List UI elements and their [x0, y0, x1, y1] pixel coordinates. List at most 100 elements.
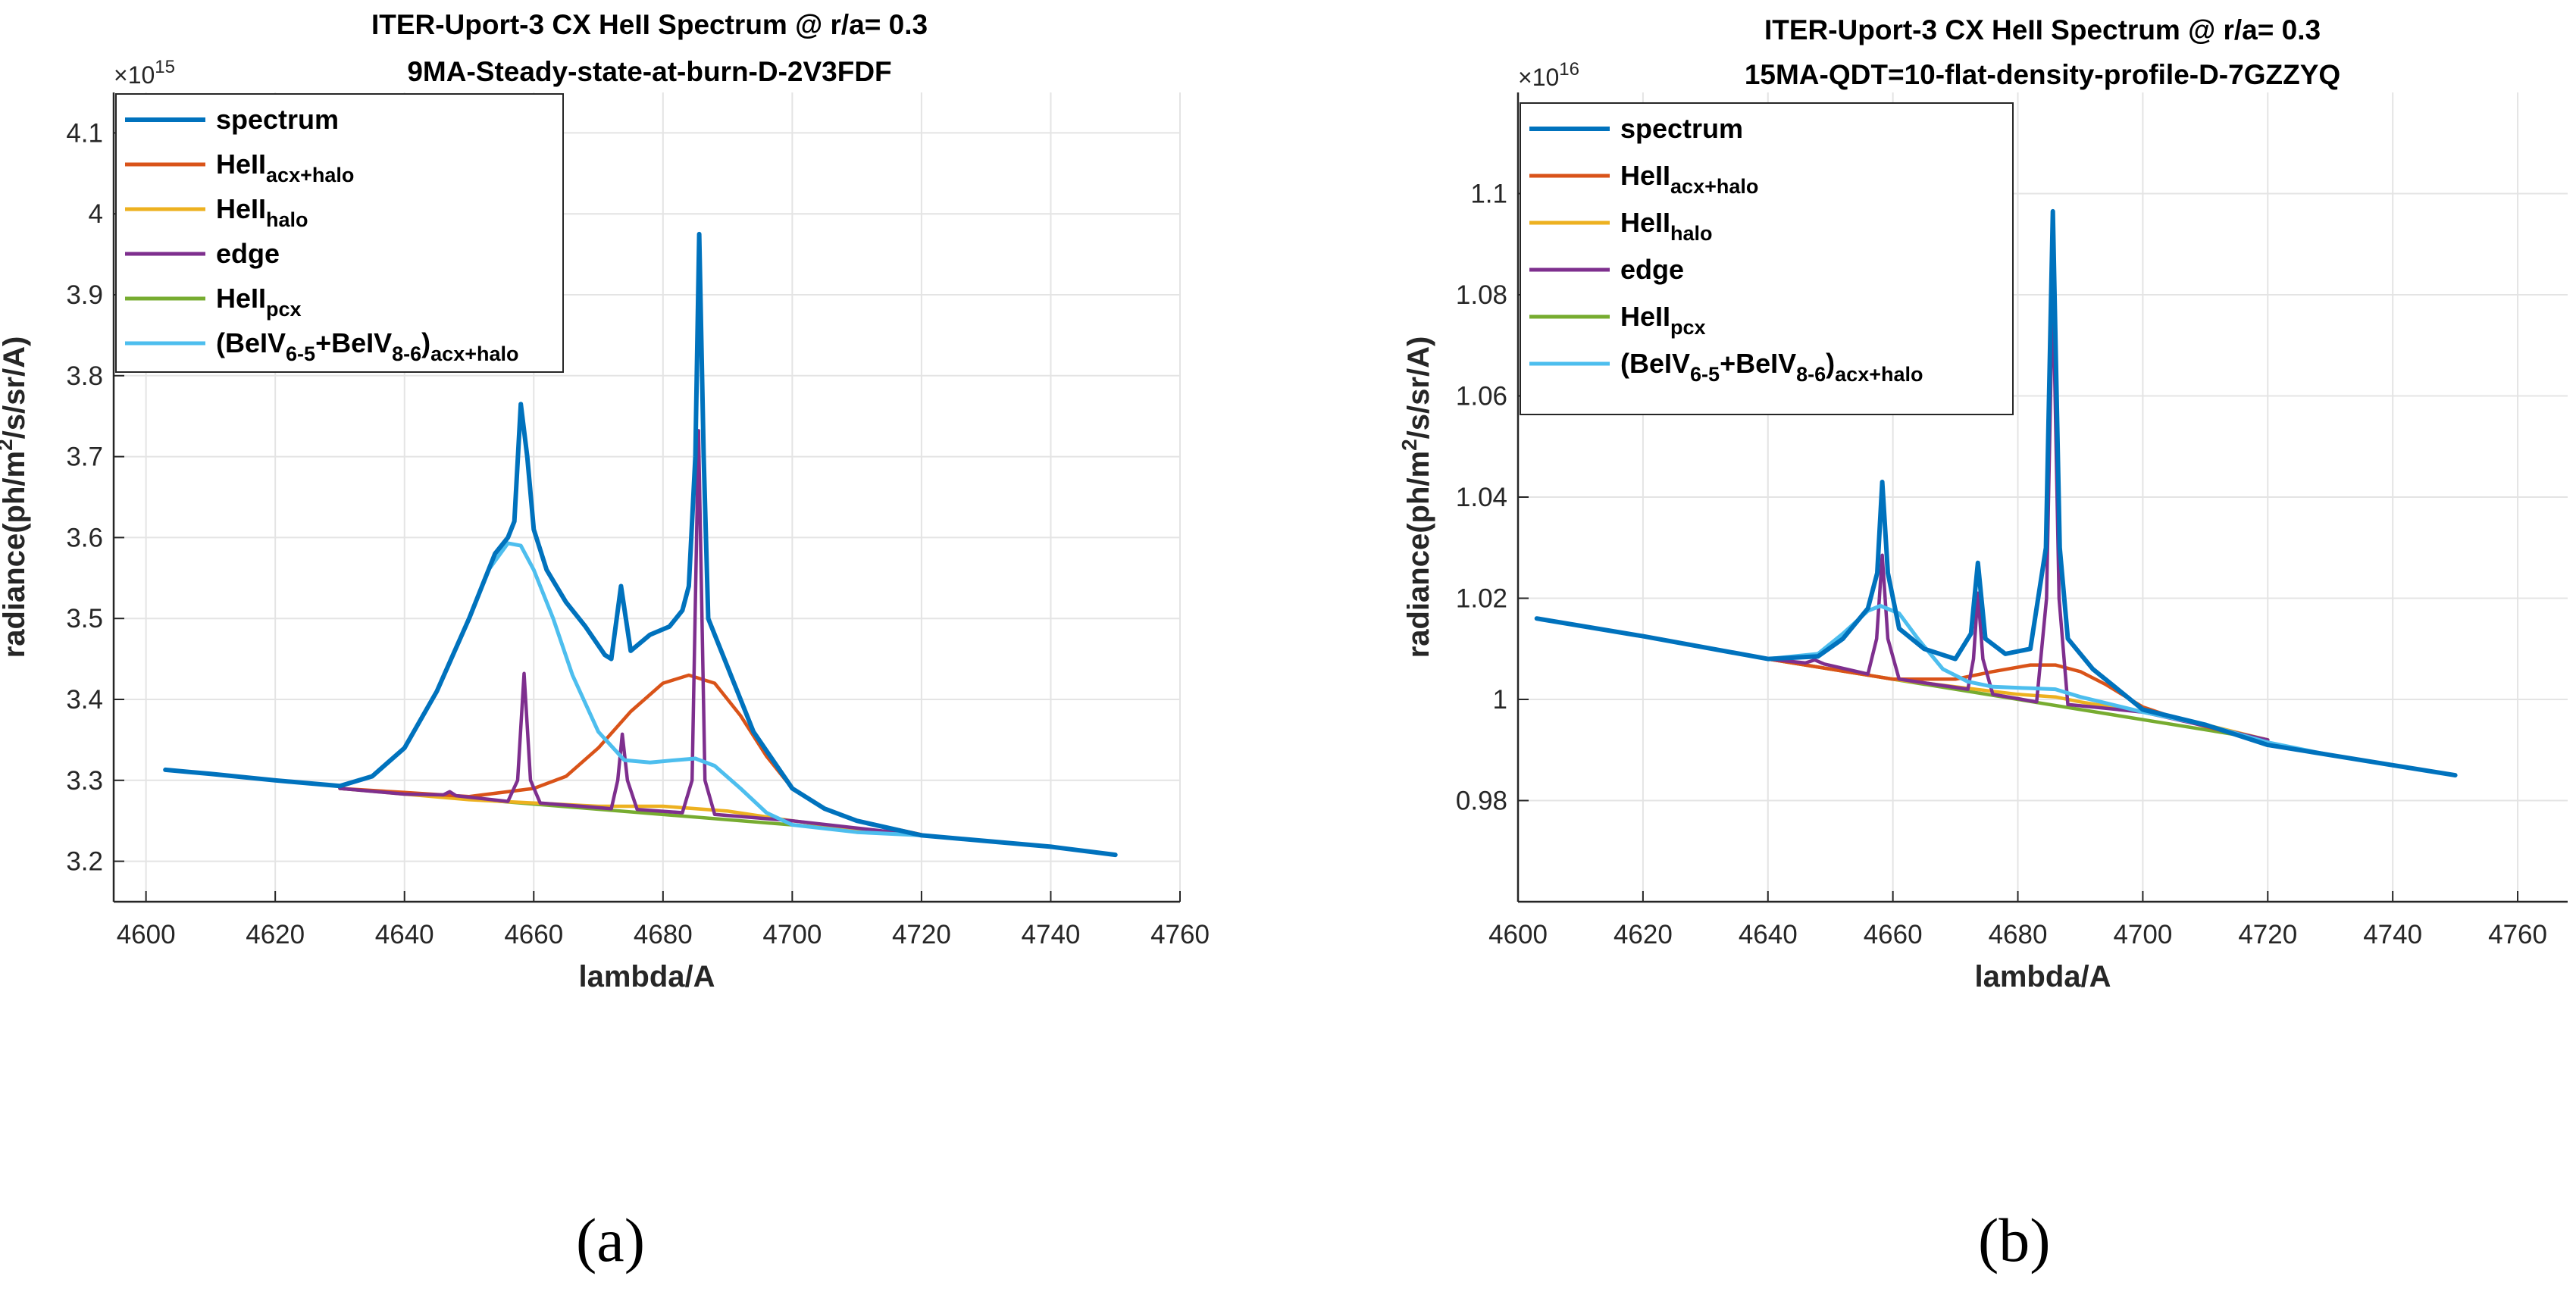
y-axis-label: radiance(ph/m2/s/sr/A) — [0, 336, 31, 658]
exponent-label: ×1015 — [114, 57, 175, 89]
x-tick-label: 4740 — [1022, 920, 1081, 949]
x-tick-label: 4600 — [117, 920, 176, 949]
legend-label-base: HeII — [216, 193, 266, 224]
y-tick-label: 1.1 — [1470, 180, 1507, 209]
legend-box — [115, 93, 564, 373]
x-tick-label: 4700 — [2113, 920, 2172, 949]
legend-label-halo: HeIIhalo — [216, 193, 308, 231]
legend-label-subscript: pcx — [1670, 316, 1706, 339]
legend-label-subscript: acx+halo — [1670, 175, 1758, 198]
caption-b: (b) — [1978, 1206, 2051, 1275]
exponent-base: ×10 — [114, 61, 155, 89]
y-tick-label: 1.06 — [1456, 382, 1507, 411]
y-tick-label: 1.08 — [1456, 280, 1507, 310]
exponent-label: ×1016 — [1518, 59, 1579, 91]
chart-title: ITER-Uport-3 CX HeII Spectrum @ r/a= 0.3 — [371, 9, 928, 40]
y-label-rest: /s/sr/A) — [0, 336, 31, 439]
y-tick-label: 4.1 — [66, 118, 103, 148]
y-tick-label: 3.5 — [66, 604, 103, 633]
legend-label-base: HeII — [216, 149, 266, 180]
legend-label-pcx: HeIIpcx — [1620, 301, 1706, 339]
legend-label-subscript: halo — [1670, 222, 1713, 245]
legend-label-base: edge — [216, 238, 280, 269]
chart-b: 4600 4620 4640 4660 4680 4700 4720 4740 4760 0.98… — [1398, 14, 2568, 993]
y-tick-label: 0.98 — [1456, 787, 1507, 816]
x-tick-label: 4620 — [1614, 920, 1673, 949]
series-line-spectrum — [1534, 208, 2458, 778]
chart-subtitle: 15MA-QDT=10-flat-density-profile-D-7GZZY… — [1745, 59, 2340, 90]
legend-label-beiv: (BeIV6-5+BeIV8-6)acx+halo — [1620, 348, 1923, 386]
y-label-main: radiance(ph/m — [1402, 451, 1435, 658]
y-tick-label: 1.02 — [1456, 584, 1507, 614]
legend-label-base: (BeIV — [1620, 348, 1690, 379]
chart-subtitle: 9MA-Steady-state-at-burn-D-2V3FDF — [407, 56, 891, 87]
legend-label-subscript: 6-5 — [1690, 363, 1720, 386]
legend-label-subscript: acx+halo — [266, 164, 354, 186]
y-tick-label: 3.6 — [66, 523, 103, 552]
x-tick-label: 4640 — [1739, 920, 1798, 949]
y-label-rest: /s/sr/A) — [1402, 336, 1435, 439]
chart-a: 4600 4620 4640 4660 4680 4700 4720 4740 4760 3.2 3… — [0, 9, 1210, 993]
legend-label-spectrum: spectrum — [1620, 113, 1743, 144]
chart-title: ITER-Uport-3 CX HeII Spectrum @ r/a= 0.3 — [1764, 14, 2321, 45]
y-tick-label: 3.9 — [66, 280, 103, 310]
legend-label-acx-halo: HeIIacx+halo — [216, 149, 354, 186]
legend-label-base: spectrum — [1620, 113, 1743, 144]
legend-label-subscript: 6-5 — [286, 343, 315, 365]
y-tick-label: 3.2 — [66, 847, 103, 877]
x-tick-label: 4620 — [246, 920, 305, 949]
x-tick-label: 4660 — [1864, 920, 1923, 949]
y-tick-label: 3.4 — [66, 685, 103, 715]
y-tick-label: 4 — [89, 199, 103, 229]
legend-label-base: edge — [1620, 254, 1684, 285]
x-tick-label: 4700 — [762, 920, 822, 949]
legend-label-end: ) — [1826, 348, 1835, 379]
legend-label-subscript: acx+halo — [1835, 363, 1923, 386]
x-axis-label: lambda/A — [578, 960, 715, 993]
legend-label-halo: HeIIhalo — [1620, 207, 1713, 245]
y-tick-label: 1.04 — [1456, 483, 1507, 512]
x-tick-label: 4600 — [1488, 920, 1548, 949]
x-tick-label: 4720 — [2238, 920, 2297, 949]
legend-label-base: HeII — [1620, 207, 1670, 238]
x-axis-label: lambda/A — [1974, 960, 2111, 993]
y-tick-label: 3.3 — [66, 766, 103, 796]
legend-label-mid: +BeIV — [315, 327, 392, 358]
exponent-power: 16 — [1559, 59, 1579, 80]
legend-label-end: ) — [421, 327, 430, 358]
y-tick-label: 3.7 — [66, 443, 103, 472]
legend-label-edge: edge — [216, 238, 280, 269]
x-tick-label: 4740 — [2363, 920, 2422, 949]
legend-label-subscript: pcx — [266, 298, 302, 321]
legend-label-mid: +BeIV — [1720, 348, 1796, 379]
legend-label-base: HeII — [1620, 160, 1670, 191]
legend-label-edge: edge — [1620, 254, 1684, 285]
caption-a: (a) — [576, 1206, 646, 1275]
x-tick-label: 4640 — [375, 920, 434, 949]
legend: spectrumHeIIacx+haloHeIIhaloedgeHeIIpcx(… — [115, 93, 564, 373]
legend-label-beiv: (BeIV6-5+BeIV8-6)acx+halo — [216, 327, 518, 365]
exponent-base: ×10 — [1518, 64, 1559, 91]
x-tick-label: 4680 — [1989, 920, 2048, 949]
legend-label-base: (BeIV — [216, 327, 286, 358]
y-axis-label: radiance(ph/m2/s/sr/A) — [1398, 336, 1435, 658]
series-line-spectrum — [163, 231, 1118, 858]
legend-label-spectrum: spectrum — [216, 104, 339, 135]
legend-label-subscript: halo — [266, 208, 308, 231]
x-tick-label: 4760 — [2488, 920, 2547, 949]
x-tick-label: 4720 — [892, 920, 951, 949]
y-label-superscript: 2 — [1398, 439, 1421, 451]
series-line-edge — [338, 429, 924, 837]
y-tick-label: 1 — [1493, 685, 1507, 715]
x-tick-label: 4660 — [504, 920, 563, 949]
legend-label-subscript: acx+halo — [430, 343, 518, 365]
legend: spectrumHeIIacx+haloHeIIhaloedgeHeIIpcx(… — [1520, 102, 2014, 415]
legend-label-base: HeII — [216, 283, 266, 314]
y-label-superscript: 2 — [0, 439, 17, 451]
exponent-power: 15 — [155, 57, 175, 77]
legend-label-acx-halo: HeIIacx+halo — [1620, 160, 1758, 198]
y-label-main: radiance(ph/m — [0, 451, 31, 658]
legend-label-base: spectrum — [216, 104, 339, 135]
legend-label-subscript: 8-6 — [392, 343, 421, 365]
